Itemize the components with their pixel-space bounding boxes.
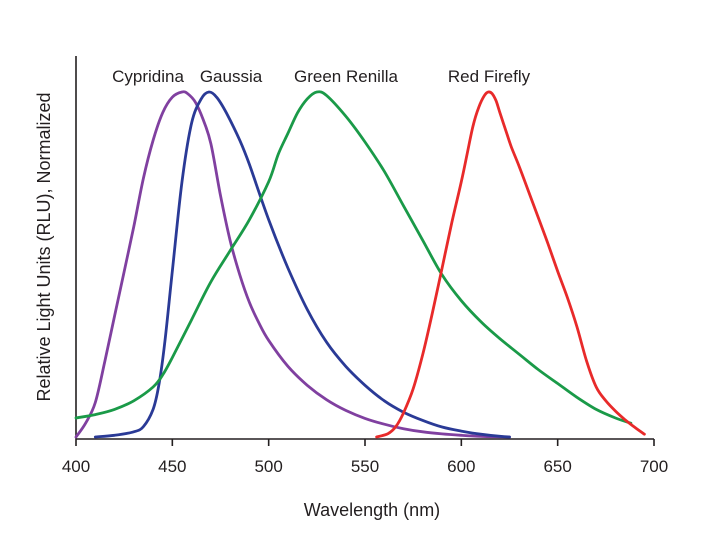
- series-line-green-renilla: [74, 90, 633, 425]
- x-tick-label-450: 450: [158, 457, 186, 476]
- x-tick-label-550: 550: [351, 457, 379, 476]
- x-tick-labels: 400 450 500 550 600 650 700: [62, 457, 668, 476]
- series-line-red-firefly: [375, 90, 646, 439]
- series-label-red-firefly: Red Firefly: [448, 67, 531, 86]
- x-tick-label-400: 400: [62, 457, 90, 476]
- x-ticks: [75, 439, 655, 446]
- series-label-cypridina: Cypridina: [112, 67, 184, 86]
- series-line-cypridina: [74, 90, 511, 439]
- x-tick-label-650: 650: [543, 457, 571, 476]
- x-tick-label-700: 700: [640, 457, 668, 476]
- series-line-gaussia: [93, 90, 511, 439]
- y-axis-title: Relative Light Units (RLU), Normalized: [34, 92, 54, 401]
- series-labels: Cypridina Gaussia Green Renilla Red Firefly: [112, 67, 530, 86]
- series-lines: [74, 90, 646, 439]
- series-label-green-renilla: Green Renilla: [294, 67, 398, 86]
- plot-area: 400 450 500 550 600 650 700 Cypridina Gaussia Gr…: [62, 56, 668, 476]
- x-axis-title: Wavelength (nm): [304, 500, 440, 520]
- x-tick-label-500: 500: [254, 457, 282, 476]
- x-tick-label-600: 600: [447, 457, 475, 476]
- series-label-gaussia: Gaussia: [200, 67, 263, 86]
